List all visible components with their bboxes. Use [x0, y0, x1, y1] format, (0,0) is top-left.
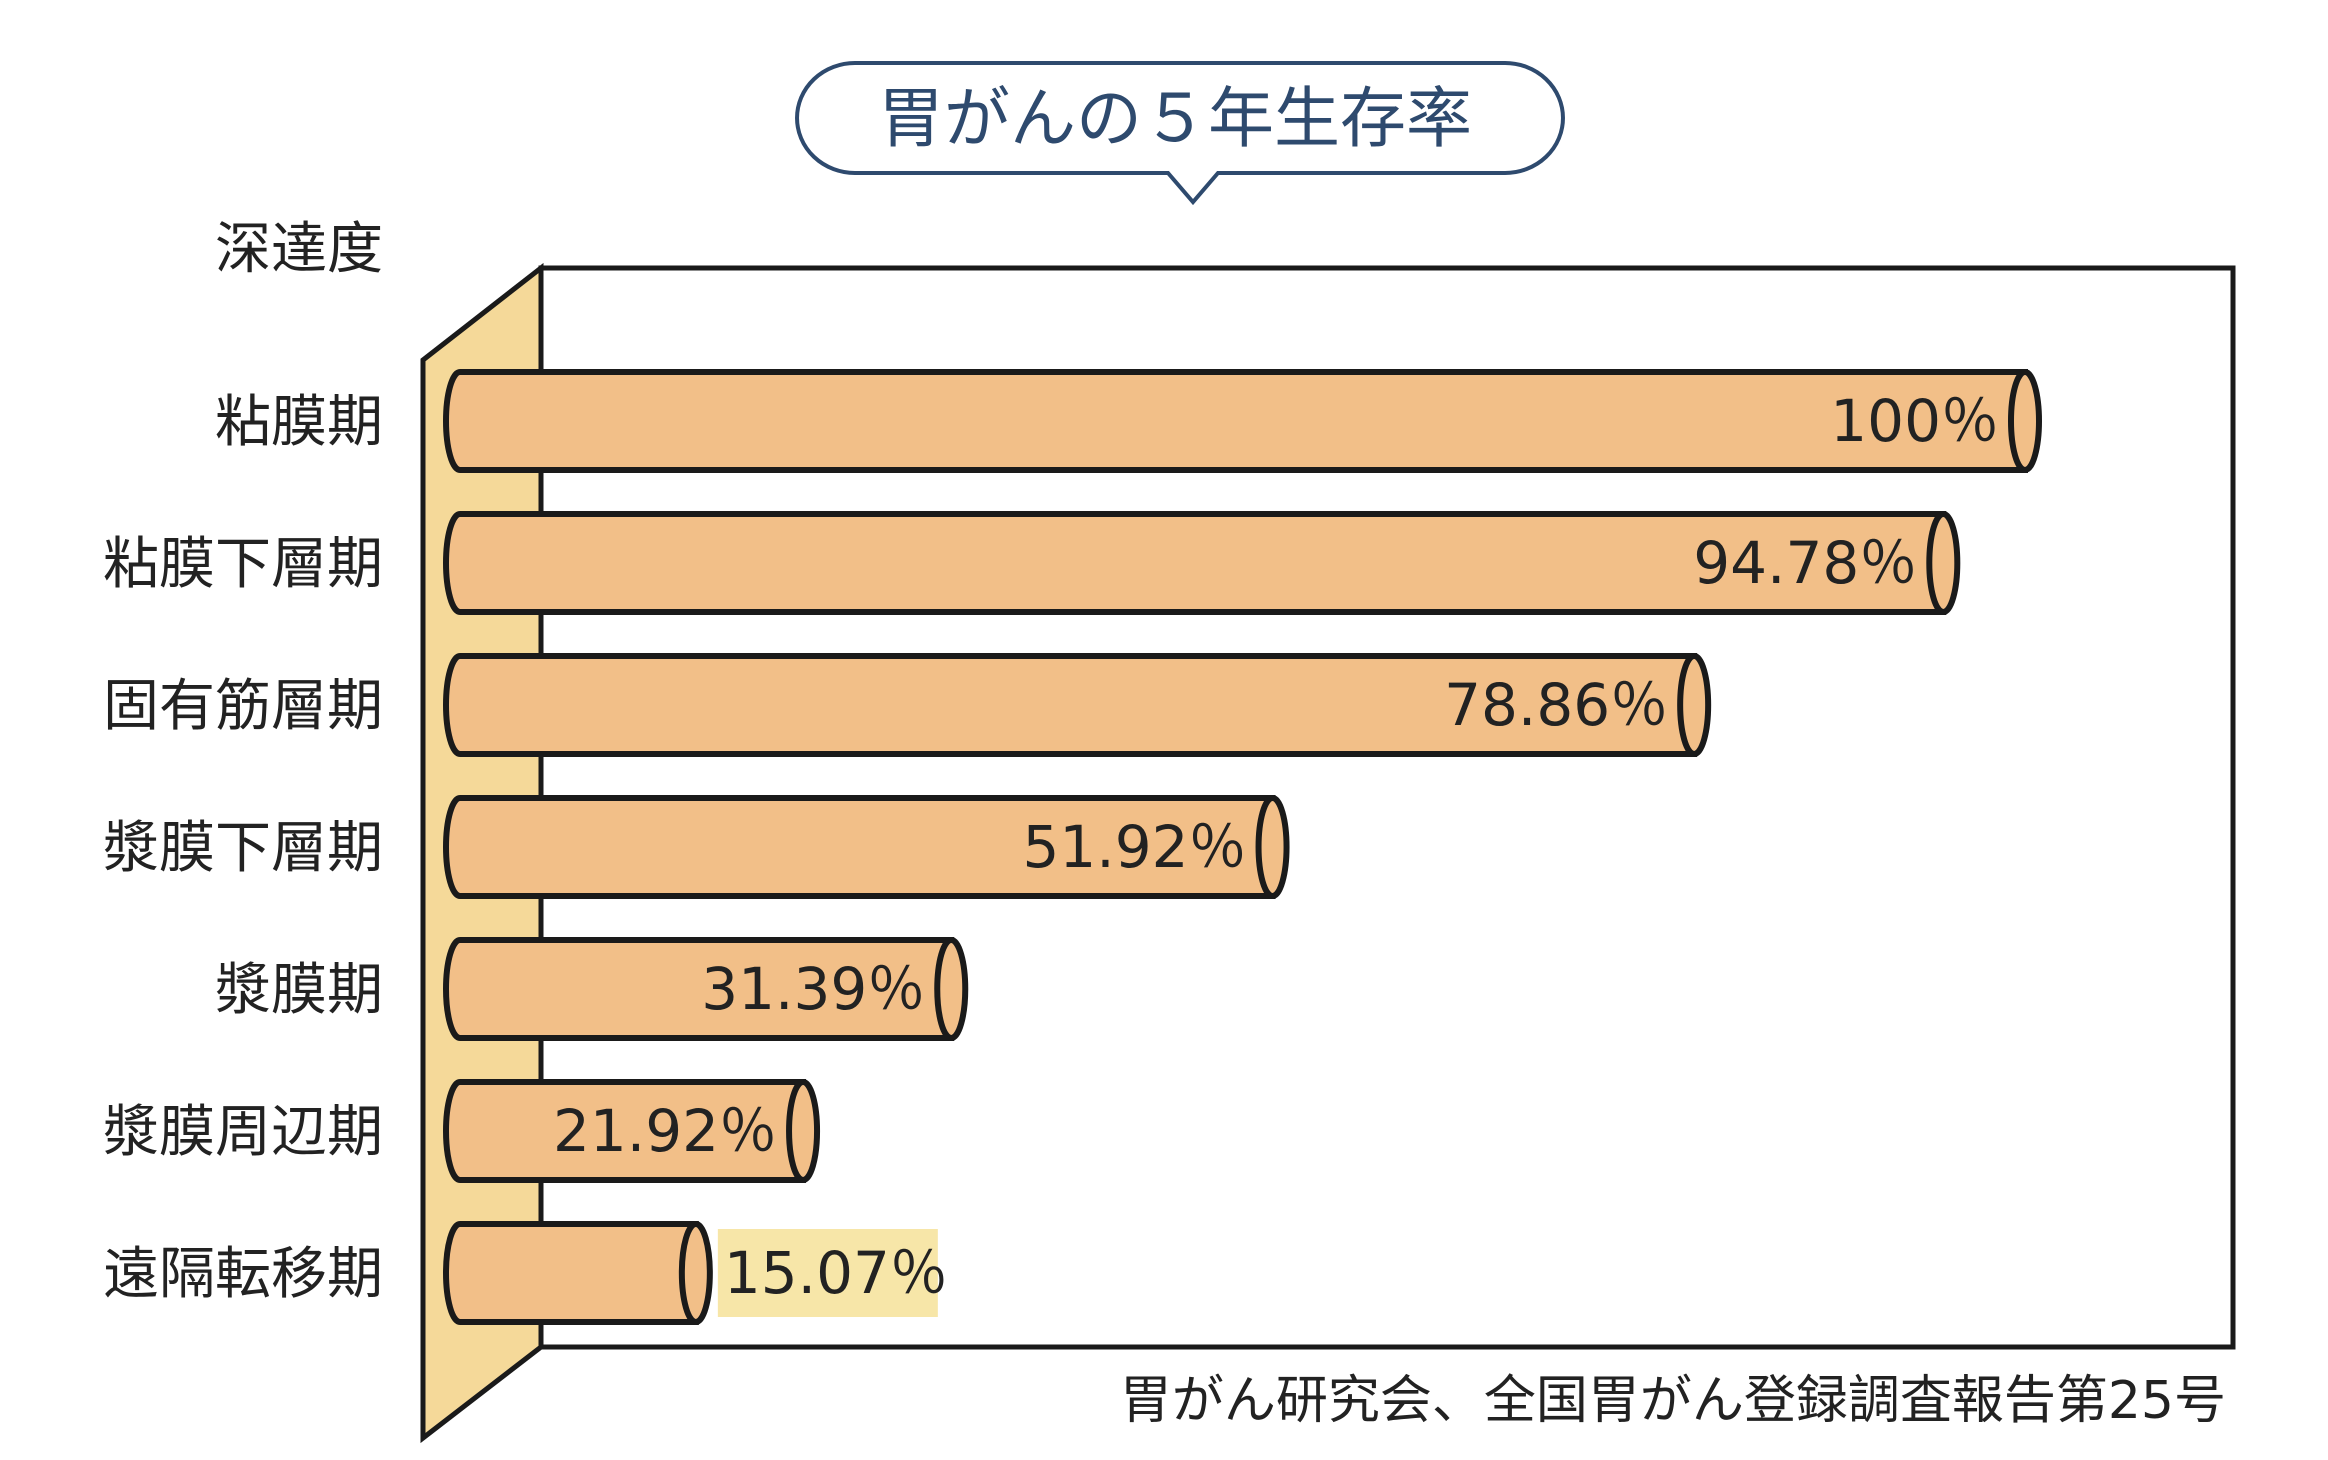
bar-group: 94.78％ — [443, 511, 1961, 615]
value-label-highlight — [717, 1229, 938, 1317]
category-label: 粘膜期 — [215, 390, 383, 455]
bar — [443, 369, 2028, 473]
bar — [443, 653, 1698, 757]
value-label: 94.78％ — [1693, 529, 1917, 597]
bar — [443, 1079, 807, 1183]
value-label: 78.86％ — [1444, 671, 1668, 739]
bars: 100％ 94.78％ 78.86％ 51.92％ 31.39％ 21.92％ 15.07％ — [443, 369, 2042, 1325]
y-axis-label: 深達度 — [215, 217, 383, 282]
title-bubble-shape — [795, 61, 1565, 206]
chart-title: 胃がんの５年生存率 — [878, 80, 1472, 157]
bar-end-cap — [2008, 369, 2042, 473]
bar-group: 31.39％ — [443, 937, 969, 1041]
category-label: 粘膜下層期 — [103, 532, 383, 597]
bar-end-cap — [934, 937, 969, 1041]
source-note: 胃がん研究会、全国胃がん登録調査報告第25号 — [1120, 1371, 2226, 1431]
category-label: 遠隔転移期 — [103, 1242, 383, 1307]
bar-group: 100％ — [443, 369, 2042, 473]
category-label: 漿膜周辺期 — [103, 1100, 383, 1165]
bar — [443, 937, 955, 1041]
bar-end-cap — [1677, 653, 1712, 757]
title-bubble: 胃がんの５年生存率 — [795, 61, 1565, 206]
bar-group: 21.92％ — [443, 1079, 821, 1183]
bar-end-cap — [678, 1221, 713, 1325]
bar-group: 51.92％ — [443, 795, 1290, 899]
category-label: 固有筋層期 — [103, 674, 383, 739]
bar-end-cap — [1926, 511, 1961, 615]
value-label: 21.92％ — [553, 1097, 777, 1165]
bar-group: 78.86％ — [443, 653, 1712, 757]
bar-end-cap — [786, 1079, 821, 1183]
bar-end-cap — [1255, 795, 1290, 899]
category-label: 漿膜下層期 — [103, 816, 383, 881]
value-label: 31.39％ — [701, 955, 925, 1023]
value-label: 51.92％ — [1023, 813, 1247, 881]
bar — [443, 795, 1276, 899]
bar — [443, 511, 1947, 615]
bar — [443, 1221, 699, 1325]
bar-group: 15.07％ — [443, 1221, 948, 1325]
value-label: 15.07％ — [724, 1239, 948, 1307]
category-label: 漿膜期 — [215, 958, 383, 1023]
value-label: 100％ — [1830, 387, 1999, 455]
